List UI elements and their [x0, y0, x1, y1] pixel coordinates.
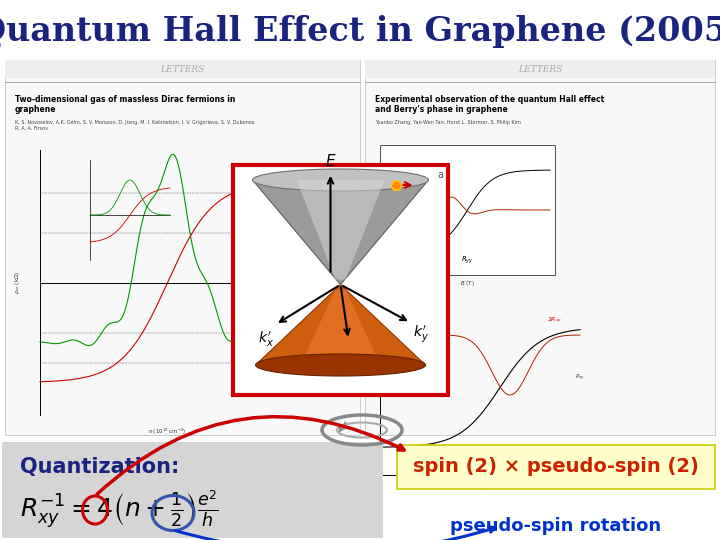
Polygon shape [297, 180, 384, 280]
Text: $B$ (T): $B$ (T) [460, 279, 474, 287]
Text: a: a [437, 170, 443, 180]
FancyBboxPatch shape [233, 165, 448, 395]
Text: pseudo-spin rotation: pseudo-spin rotation [451, 517, 662, 535]
Text: Experimental observation of the quantum Hall effect
and Berry's phase in graphen: Experimental observation of the quantum … [375, 95, 604, 114]
Polygon shape [300, 289, 380, 365]
Text: $\rho_{xx}$ (k$\Omega$): $\rho_{xx}$ (k$\Omega$) [12, 271, 22, 294]
Text: $R_{xy}^{-1} = 4\left(n + \frac{1}{2}\right)\frac{e^2}{h}$: $R_{xy}^{-1} = 4\left(n + \frac{1}{2}\ri… [20, 489, 219, 531]
Polygon shape [256, 285, 426, 365]
Text: $n\;(10^{12}\;\mathrm{cm}^{-2})$: $n\;(10^{12}\;\mathrm{cm}^{-2})$ [148, 427, 186, 437]
Text: $k_x'$: $k_x'$ [258, 330, 274, 349]
FancyBboxPatch shape [380, 145, 555, 275]
Text: spin (2) × pseudo-spin (2): spin (2) × pseudo-spin (2) [413, 457, 699, 476]
Text: Two-dimensional gas of massless Dirac fermions in
graphene: Two-dimensional gas of massless Dirac fe… [15, 95, 235, 114]
Text: $2R_{xx}$: $2R_{xx}$ [547, 315, 563, 325]
Text: Quantization:: Quantization: [20, 457, 179, 477]
FancyBboxPatch shape [5, 60, 360, 78]
Text: $R_{yy}$: $R_{yy}$ [461, 254, 474, 266]
Text: $P_{xy}$: $P_{xy}$ [575, 373, 585, 383]
Text: $B$ (T): $B$ (T) [472, 483, 488, 491]
Text: LETTERS: LETTERS [518, 64, 562, 73]
Text: $k_y'$: $k_y'$ [413, 324, 428, 345]
Text: K. S. Novoselov, A.K. Geim, S. V. Morozov, D. Jiang, M. I. Katsnelson, I. V. Gri: K. S. Novoselov, A.K. Geim, S. V. Morozo… [15, 120, 254, 131]
Polygon shape [253, 180, 428, 285]
FancyBboxPatch shape [365, 60, 715, 435]
Text: $E$: $E$ [325, 153, 336, 169]
FancyBboxPatch shape [2, 442, 383, 538]
Ellipse shape [253, 169, 428, 191]
Text: Yuanbo Zhang, Yan-Wen Tan, Horst L. Stormer, S. Philip Kim: Yuanbo Zhang, Yan-Wen Tan, Horst L. Stor… [375, 120, 521, 125]
Text: LETTERS: LETTERS [161, 64, 204, 73]
Text: Quantum Hall Effect in Graphene (2005): Quantum Hall Effect in Graphene (2005) [0, 16, 720, 49]
Text: $P_{xx}$ (k$\Omega$): $P_{xx}$ (k$\Omega$) [385, 253, 394, 273]
Ellipse shape [256, 354, 426, 376]
FancyBboxPatch shape [5, 60, 360, 435]
FancyBboxPatch shape [397, 445, 715, 489]
FancyBboxPatch shape [365, 60, 715, 78]
